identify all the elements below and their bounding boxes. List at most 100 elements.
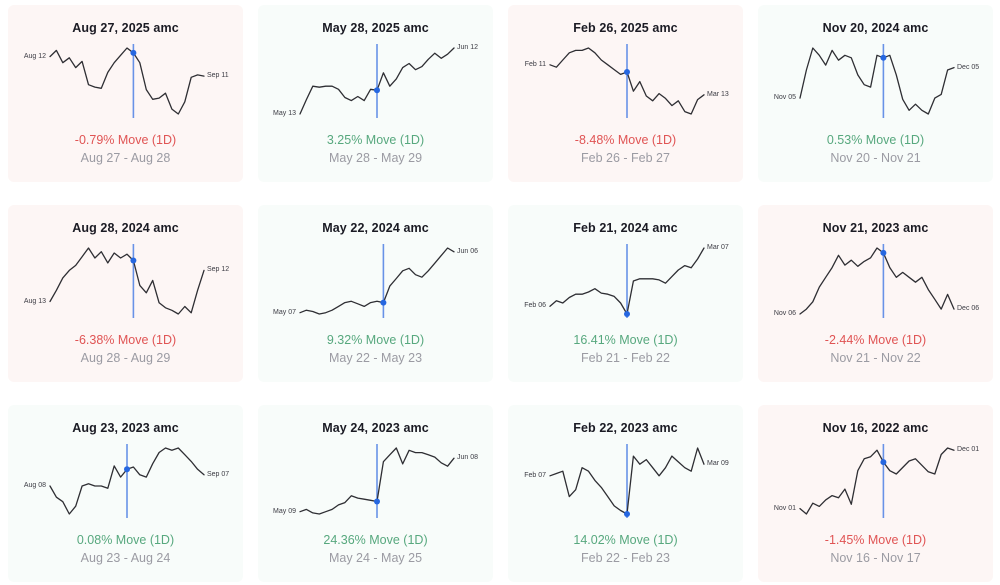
date-range: May 22 - May 23	[328, 351, 423, 365]
sparkline-svg	[49, 244, 205, 318]
start-date-label: May 13	[273, 110, 296, 117]
sparkline-svg	[799, 244, 955, 318]
earnings-card[interactable]: Feb 21, 2024 amc Feb 06 Mar 07 16.41% Mo…	[508, 205, 743, 382]
sparkline-chart: Nov 06 Dec 06	[758, 242, 993, 320]
earnings-day-marker-dot	[380, 299, 387, 306]
move-percentage: 16.41% Move (1D)	[573, 333, 678, 347]
start-date-label: Aug 08	[23, 482, 46, 489]
earnings-card[interactable]: Nov 20, 2024 amc Nov 05 Dec 05 0.53% Mov…	[758, 5, 993, 182]
start-date-label: Feb 11	[524, 60, 546, 68]
earnings-day-marker-dot	[374, 498, 380, 505]
card-title: May 22, 2024 amc	[322, 221, 429, 235]
start-date-label: May 07	[273, 308, 296, 316]
earnings-day-marker-dot	[624, 511, 630, 517]
earnings-card[interactable]: Aug 27, 2025 amc Aug 12 Sep 11 -0.79% Mo…	[8, 5, 243, 182]
move-percentage: 0.53% Move (1D)	[826, 133, 925, 147]
sparkline-chart: Feb 11 Mar 13	[508, 42, 743, 120]
move-percentage: 24.36% Move (1D)	[323, 533, 428, 547]
end-date-label: Mar 09	[707, 460, 729, 468]
earnings-card[interactable]: Feb 22, 2023 amc Feb 07 Mar 09 14.02% Mo…	[508, 405, 743, 582]
card-title: Feb 21, 2024 amc	[573, 221, 678, 235]
date-range: Feb 26 - Feb 27	[581, 151, 670, 165]
card-title: Aug 27, 2025 amc	[72, 21, 179, 35]
card-title: Aug 28, 2024 amc	[72, 221, 179, 235]
earnings-day-marker-dot	[124, 466, 130, 473]
price-sparkline	[49, 47, 205, 115]
move-percentage: 14.02% Move (1D)	[573, 533, 678, 547]
earnings-card[interactable]: Aug 23, 2023 amc Aug 08 Sep 07 0.08% Mov…	[8, 405, 243, 582]
end-date-label: Jun 12	[457, 44, 479, 51]
move-percentage: 0.08% Move (1D)	[76, 533, 175, 547]
start-date-label: Nov 06	[773, 310, 796, 317]
move-percentage: -1.45% Move (1D)	[824, 533, 927, 547]
card-title: Feb 22, 2023 amc	[573, 421, 678, 435]
earnings-card[interactable]: May 24, 2023 amc May 09 Jun 08 24.36% Mo…	[258, 405, 493, 582]
date-range: May 28 - May 29	[328, 151, 423, 165]
start-date-label: Aug 12	[23, 52, 46, 60]
earnings-day-marker-dot	[130, 257, 137, 264]
start-date-label: Nov 05	[773, 94, 796, 102]
end-date-label: Dec 05	[957, 63, 980, 71]
sparkline-chart: Nov 05 Dec 05	[758, 42, 993, 120]
earnings-card[interactable]: Nov 16, 2022 amc Nov 01 Dec 01 -1.45% Mo…	[758, 405, 993, 582]
card-title: May 24, 2023 amc	[322, 421, 429, 435]
end-date-label: Sep 07	[207, 470, 230, 478]
sparkline-chart: Aug 08 Sep 07	[8, 442, 243, 520]
earnings-day-marker-dot	[624, 311, 630, 317]
date-range: Feb 21 - Feb 22	[581, 351, 670, 365]
earnings-day-marker-dot	[624, 69, 630, 75]
earnings-card[interactable]: Aug 28, 2024 amc Aug 13 Sep 12 -6.38% Mo…	[8, 205, 243, 382]
sparkline-svg	[299, 444, 455, 518]
earnings-card[interactable]: Nov 21, 2023 amc Nov 06 Dec 06 -2.44% Mo…	[758, 205, 993, 382]
sparkline-chart: Aug 13 Sep 12	[8, 242, 243, 320]
move-percentage: 3.25% Move (1D)	[326, 133, 425, 147]
start-date-label: Aug 13	[23, 297, 46, 305]
sparkline-svg	[299, 44, 455, 118]
earnings-day-marker-dot	[880, 54, 887, 61]
card-title: Nov 20, 2024 amc	[822, 21, 929, 35]
card-title: Feb 26, 2025 amc	[573, 21, 678, 35]
end-date-label: Dec 01	[957, 446, 980, 454]
end-date-label: Sep 11	[207, 72, 229, 80]
sparkline-chart: Aug 12 Sep 11	[8, 42, 243, 120]
price-sparkline	[49, 247, 205, 315]
earnings-day-marker-dot	[130, 49, 137, 56]
date-range: Feb 22 - Feb 23	[581, 551, 670, 565]
sparkline-svg	[549, 444, 705, 518]
sparkline-chart: May 07 Jun 06	[258, 242, 493, 320]
end-date-label: Jun 08	[457, 454, 479, 462]
move-percentage: -6.38% Move (1D)	[74, 333, 177, 347]
price-sparkline	[799, 447, 955, 515]
sparkline-chart: Nov 01 Dec 01	[758, 442, 993, 520]
sparkline-svg	[549, 244, 705, 318]
card-title: May 28, 2025 amc	[322, 21, 429, 35]
end-date-label: Mar 13	[707, 90, 729, 98]
sparkline-svg	[49, 44, 205, 118]
start-date-label: May 09	[273, 507, 296, 515]
card-title: Nov 21, 2023 amc	[822, 221, 929, 235]
start-date-label: Nov 01	[773, 504, 796, 512]
earnings-day-marker-dot	[880, 249, 887, 256]
sparkline-svg	[299, 244, 455, 318]
move-percentage: -2.44% Move (1D)	[824, 333, 927, 347]
price-sparkline	[799, 247, 955, 315]
start-date-label: Feb 06	[524, 302, 546, 310]
card-grid: Aug 27, 2025 amc Aug 12 Sep 11 -0.79% Mo…	[8, 5, 993, 582]
sparkline-chart: Feb 06 Mar 07	[508, 242, 743, 320]
earnings-day-marker-dot	[374, 87, 380, 94]
date-range: Aug 27 - Aug 28	[80, 151, 171, 165]
date-range: Nov 20 - Nov 21	[830, 151, 921, 165]
sparkline-svg	[49, 444, 205, 518]
end-date-label: Dec 06	[957, 305, 980, 313]
price-sparkline	[299, 247, 455, 315]
move-percentage: -8.48% Move (1D)	[574, 133, 677, 147]
date-range: Nov 16 - Nov 17	[830, 551, 921, 565]
card-title: Aug 23, 2023 amc	[72, 421, 179, 435]
earnings-card[interactable]: Feb 26, 2025 amc Feb 11 Mar 13 -8.48% Mo…	[508, 5, 743, 182]
start-date-label: Feb 07	[524, 471, 546, 479]
sparkline-svg	[799, 444, 955, 518]
price-sparkline	[799, 47, 955, 115]
earnings-card[interactable]: May 22, 2024 amc May 07 Jun 06 9.32% Mov…	[258, 205, 493, 382]
earnings-card[interactable]: May 28, 2025 amc May 13 Jun 12 3.25% Mov…	[258, 5, 493, 182]
